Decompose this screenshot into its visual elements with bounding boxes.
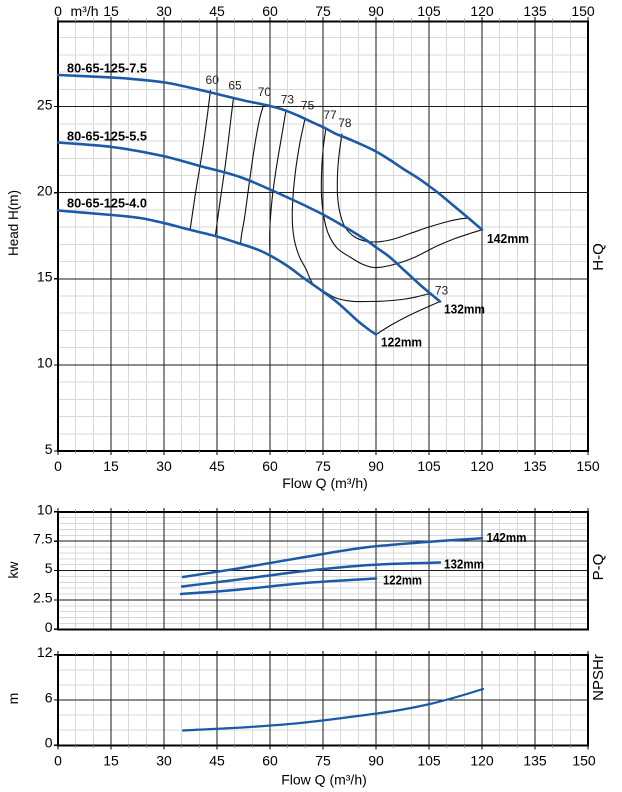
svg-text:135: 135 <box>523 753 547 769</box>
svg-text:45: 45 <box>209 458 225 474</box>
svg-text:60: 60 <box>206 73 220 87</box>
svg-text:77: 77 <box>323 108 337 122</box>
svg-text:15: 15 <box>103 458 119 474</box>
svg-text:105: 105 <box>417 753 441 769</box>
svg-text:65: 65 <box>228 79 242 93</box>
svg-text:75: 75 <box>315 753 331 769</box>
svg-text:45: 45 <box>209 3 225 19</box>
svg-text:P-Q: P-Q <box>590 554 607 581</box>
svg-text:30: 30 <box>156 753 172 769</box>
svg-text:105: 105 <box>417 3 441 19</box>
svg-text:45: 45 <box>209 753 225 769</box>
svg-text:H-Q: H-Q <box>590 243 607 271</box>
svg-text:105: 105 <box>417 458 441 474</box>
svg-text:75: 75 <box>301 98 315 112</box>
svg-text:5: 5 <box>45 560 53 576</box>
svg-text:135: 135 <box>523 3 547 19</box>
svg-text:m: m <box>5 693 21 705</box>
svg-text:60: 60 <box>262 753 278 769</box>
svg-text:142mm: 142mm <box>487 231 529 246</box>
svg-text:132mm: 132mm <box>444 557 484 572</box>
svg-text:30: 30 <box>156 458 172 474</box>
svg-text:80-65-125-5.5: 80-65-125-5.5 <box>67 129 147 144</box>
svg-text:Flow Q (m³/h): Flow Q (m³/h) <box>281 772 367 788</box>
svg-text:122mm: 122mm <box>381 335 422 350</box>
svg-text:80-65-125-4.0: 80-65-125-4.0 <box>67 196 147 211</box>
svg-text:6: 6 <box>45 689 53 705</box>
svg-text:kw: kw <box>5 561 21 579</box>
svg-text:30: 30 <box>156 3 172 19</box>
svg-text:12: 12 <box>37 644 53 660</box>
svg-text:60: 60 <box>262 458 278 474</box>
svg-text:15: 15 <box>37 269 53 285</box>
svg-text:73: 73 <box>281 93 295 107</box>
svg-text:78: 78 <box>338 116 352 130</box>
svg-text:0: 0 <box>45 735 53 751</box>
svg-text:m³/h: m³/h <box>71 3 99 19</box>
svg-text:142mm: 142mm <box>487 530 527 545</box>
svg-text:0: 0 <box>54 753 62 769</box>
svg-text:7.5: 7.5 <box>33 531 53 547</box>
svg-text:150: 150 <box>572 753 596 769</box>
svg-text:80-65-125-7.5: 80-65-125-7.5 <box>67 61 147 76</box>
svg-text:122mm: 122mm <box>383 573 422 588</box>
svg-text:20: 20 <box>37 183 53 199</box>
svg-text:15: 15 <box>103 753 119 769</box>
svg-text:132mm: 132mm <box>444 302 485 317</box>
svg-text:Head H(m): Head H(m) <box>6 190 21 256</box>
svg-text:25: 25 <box>37 96 53 112</box>
svg-text:0: 0 <box>54 458 62 474</box>
svg-text:0: 0 <box>45 619 53 635</box>
svg-text:70: 70 <box>258 85 272 99</box>
svg-text:NPSHr: NPSHr <box>590 654 607 701</box>
svg-text:10: 10 <box>37 355 53 371</box>
svg-text:10: 10 <box>37 501 53 517</box>
svg-text:135: 135 <box>523 458 547 474</box>
svg-text:90: 90 <box>368 3 384 19</box>
svg-text:0: 0 <box>54 3 62 19</box>
svg-text:5: 5 <box>45 441 53 457</box>
svg-text:60: 60 <box>262 3 278 19</box>
svg-text:15: 15 <box>103 3 119 19</box>
svg-text:120: 120 <box>470 753 494 769</box>
svg-text:150: 150 <box>571 3 595 19</box>
svg-text:2.5: 2.5 <box>33 589 53 605</box>
svg-text:120: 120 <box>470 458 494 474</box>
svg-text:Flow Q (m³/h): Flow Q (m³/h) <box>282 475 368 491</box>
svg-text:75: 75 <box>315 458 331 474</box>
svg-text:90: 90 <box>368 753 384 769</box>
svg-text:90: 90 <box>368 458 384 474</box>
svg-text:75: 75 <box>315 3 331 19</box>
svg-text:73: 73 <box>435 283 449 297</box>
svg-text:120: 120 <box>470 3 494 19</box>
svg-text:150: 150 <box>576 458 600 474</box>
